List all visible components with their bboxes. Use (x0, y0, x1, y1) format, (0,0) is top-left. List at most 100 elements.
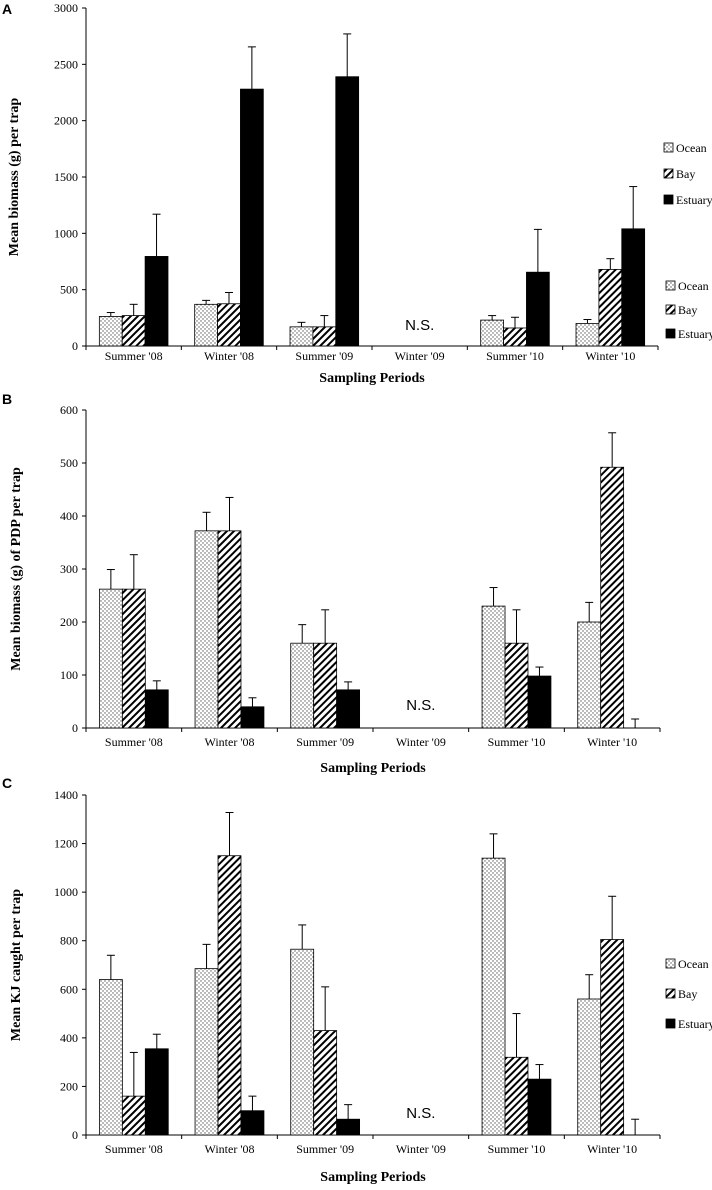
legend: Ocean Bay Estuary (663, 141, 712, 207)
bar-ocean (98, 979, 123, 1136)
bar-bay (217, 855, 242, 1136)
y-tick-label: 500 (60, 283, 78, 297)
y-tick-label: 100 (60, 668, 78, 682)
bar-ocean (290, 642, 315, 729)
bar-ocean (480, 319, 504, 347)
x-tick-label: Summer '08 (105, 1142, 163, 1156)
legend-label-estuary: Estuary (678, 1017, 712, 1031)
legend-label-estuary: Estuary (678, 327, 712, 341)
bar-bay (312, 326, 337, 347)
y-tick-label: 200 (60, 1079, 78, 1093)
bar-ocean (481, 605, 506, 729)
y-tick-label: 0 (72, 1128, 78, 1142)
bar-bay (600, 939, 625, 1136)
legend-label-ocean: Ocean (676, 141, 707, 155)
bar-estuary (526, 271, 550, 347)
y-tick-label: 600 (60, 982, 78, 996)
x-axis-title: Sampling Periods (320, 1170, 426, 1185)
y-axis-title: Mean biomass (g) per trap (7, 98, 22, 257)
chart-panel-a: A 0 500 1000 1500 2000 2500 3000 Summer '08 Wint… (2, 1, 712, 386)
y-tick-label: 400 (60, 509, 78, 523)
x-tick-label: Summer '10 (488, 735, 546, 749)
bar-bay (504, 642, 529, 729)
bar-bay (121, 315, 146, 347)
x-tick-label: Winter '08 (205, 1142, 255, 1156)
y-tick-label: 2000 (54, 114, 78, 128)
bar-estuary (527, 1078, 552, 1136)
bar-bay (313, 1030, 338, 1136)
bar-bay (598, 268, 623, 347)
legend-label-bay: Bay (678, 987, 697, 1001)
bar-bay (503, 327, 527, 347)
bar-ocean (577, 621, 602, 729)
legend-label-ocean: Ocean (678, 957, 709, 971)
not-sampled-annotation: N.S. (406, 697, 435, 714)
bar-ocean (98, 316, 123, 347)
y-tick-label: 0 (72, 721, 78, 735)
legend-label-bay: Bay (678, 303, 697, 317)
bar-bay (600, 466, 625, 729)
y-tick-label: 1400 (54, 788, 78, 802)
bar-estuary (621, 228, 646, 347)
y-tick-label: 1500 (54, 170, 78, 184)
x-tick-label: Winter '10 (587, 1142, 637, 1156)
x-axis-title: Sampling Periods (319, 371, 425, 386)
y-tick-label: 800 (60, 934, 78, 948)
bar-bay (121, 588, 146, 729)
x-tick-label: Winter '10 (587, 735, 637, 749)
bar-ocean (194, 530, 219, 729)
bar-estuary (144, 256, 169, 347)
bar-estuary (336, 1118, 361, 1136)
x-tick-label: Winter '09 (396, 735, 446, 749)
legend-label-ocean: Ocean (678, 279, 709, 293)
bar-bay (217, 303, 241, 347)
y-tick-label: 400 (60, 1031, 78, 1045)
y-tick-label: 300 (60, 562, 78, 576)
legend-swatch-estuary (665, 328, 676, 339)
x-tick-label: Summer '08 (105, 735, 163, 749)
x-tick-label: Summer '09 (295, 349, 353, 363)
bar-estuary (527, 675, 552, 729)
bar-ocean (577, 998, 602, 1136)
bar-bay (313, 642, 338, 729)
x-tick-label: Winter '08 (204, 349, 254, 363)
bar-estuary (144, 1048, 169, 1136)
legend-swatch-ocean (663, 142, 674, 153)
legend: Ocean Bay Estuary (665, 957, 712, 1031)
legend-swatch-ocean (665, 280, 676, 291)
x-tick-label: Summer '08 (105, 349, 163, 363)
not-sampled-annotation: N.S. (405, 317, 434, 334)
x-tick-label: Winter '09 (395, 349, 445, 363)
bar-ocean (289, 326, 314, 347)
bar-ocean (481, 857, 506, 1136)
legend-swatch-estuary (663, 194, 674, 205)
y-tick-label: 0 (72, 339, 78, 353)
panel-letter-c: C (2, 775, 12, 791)
x-tick-label: Summer '10 (488, 1142, 546, 1156)
legend-label-estuary: Estuary (676, 193, 712, 207)
legend-swatch-ocean (665, 958, 676, 969)
legend: Ocean Bay Estuary (665, 279, 712, 341)
bar-estuary (240, 706, 265, 729)
legend-swatch-bay (665, 304, 676, 315)
legend-swatch-bay (663, 168, 674, 179)
bar-ocean (194, 303, 218, 347)
y-tick-label: 1200 (54, 837, 78, 851)
y-tick-label: 500 (60, 456, 78, 470)
bar-bay (217, 530, 242, 729)
bar-estuary (144, 689, 169, 729)
bar-estuary (240, 88, 264, 347)
bar-ocean (194, 968, 219, 1136)
bar-ocean (575, 323, 600, 347)
chart-panel-b: B 0 100 200 300 400 500 600 Summer '08 Winter '0… (2, 279, 712, 776)
x-tick-label: Summer '09 (296, 1142, 354, 1156)
x-tick-label: Winter '08 (205, 735, 255, 749)
bar-bay (504, 1056, 529, 1136)
bar-ocean (98, 588, 123, 729)
bar-estuary (336, 689, 361, 729)
panel-letter-b: B (2, 391, 12, 407)
bar-estuary (240, 1110, 265, 1136)
bar-estuary (335, 76, 360, 347)
y-tick-label: 1000 (54, 885, 78, 899)
not-sampled-annotation: N.S. (406, 1105, 435, 1122)
